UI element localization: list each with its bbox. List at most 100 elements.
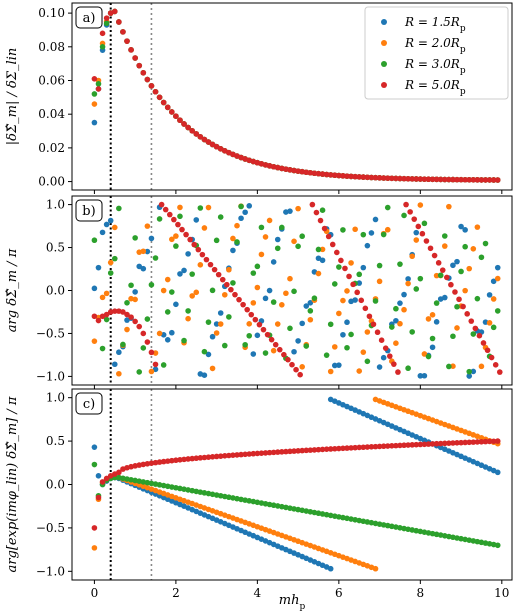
data-point [144,316,151,322]
axes-frame [71,2,513,191]
panel-tag-text: c) [83,397,95,412]
data-point [452,289,458,295]
data-point [297,371,303,378]
panel-tag: a) [75,6,103,29]
data-point [95,317,102,324]
data-point [303,303,310,309]
data-point [319,246,326,253]
data-point [446,440,452,446]
data-point [177,117,183,124]
data-point [279,224,285,231]
data-point [262,234,269,240]
data-point [191,241,198,248]
data-point [494,177,501,183]
data-point [429,176,436,183]
x-axis-label: mhp [279,593,306,612]
data-point [323,171,330,178]
data-point [156,216,163,222]
y-tick-label: −0.5 [36,326,65,340]
data-point [270,347,277,354]
panel-tag: b) [75,199,103,222]
data-point [362,305,369,312]
data-point [215,271,222,278]
data-point [107,270,114,276]
data-point [378,337,385,344]
data-point [205,139,212,145]
y-axis-label: arg δΣ̂_m / π [5,248,20,332]
data-point [270,259,277,265]
data-point [315,170,322,177]
data-point [478,254,485,261]
data-point [124,326,130,333]
data-point [331,281,338,287]
data-point [393,175,399,182]
data-point [327,565,334,572]
series-points [91,8,501,183]
data-point [466,373,473,379]
data-point [317,217,324,224]
data-point [490,438,497,445]
data-point [450,262,456,269]
data-point [299,364,305,370]
data-point [224,281,230,288]
data-point [242,209,248,216]
data-point [474,439,481,445]
data-point [413,286,420,292]
data-point [287,325,293,332]
data-point [91,545,98,551]
data-point [291,238,297,245]
data-point [99,44,106,50]
data-point [173,301,179,308]
data-point [307,447,314,453]
data-point [160,99,167,106]
data-point [327,321,334,328]
data-point [356,444,363,451]
x-tick-label: 2 [172,586,180,600]
legend-marker [381,82,387,88]
data-point [425,441,432,447]
data-point [136,62,143,69]
data-point [401,442,407,449]
data-point [173,457,179,464]
data-point [454,325,460,331]
legend-box [364,6,509,100]
y-tick-label: 0.0 [46,478,65,492]
data-point [401,212,407,219]
data-point [279,449,285,455]
data-point [364,358,371,365]
data-point [281,351,287,358]
data-point [340,173,346,179]
data-point [376,262,383,269]
data-point [315,246,322,253]
data-point [384,226,391,233]
data-point [319,171,326,177]
data-point [307,169,314,176]
panel-tag-box [75,199,103,222]
panel-tag-box [75,392,103,415]
data-point [397,320,403,327]
data-point [295,448,301,454]
data-point [132,55,138,61]
data-point [246,332,253,339]
data-point [209,365,216,372]
data-point [433,300,440,306]
data-point [234,452,240,458]
data-point [248,311,255,318]
data-point [99,229,106,236]
data-point [409,329,415,335]
data-point [397,300,403,306]
data-point [185,315,191,322]
data-point [140,248,147,255]
data-point [132,296,138,303]
data-point [419,230,426,237]
data-point [466,176,473,183]
data-point [230,235,236,242]
panels-group: 0.000.020.040.060.080.10 a)|δΣ̂_m| / δΣ_l… [5,2,513,600]
data-point [177,213,183,220]
data-point [291,288,297,295]
data-point [95,264,102,271]
data-point [205,454,212,460]
data-point [124,311,130,318]
data-point [91,338,98,344]
data-point [429,335,436,342]
